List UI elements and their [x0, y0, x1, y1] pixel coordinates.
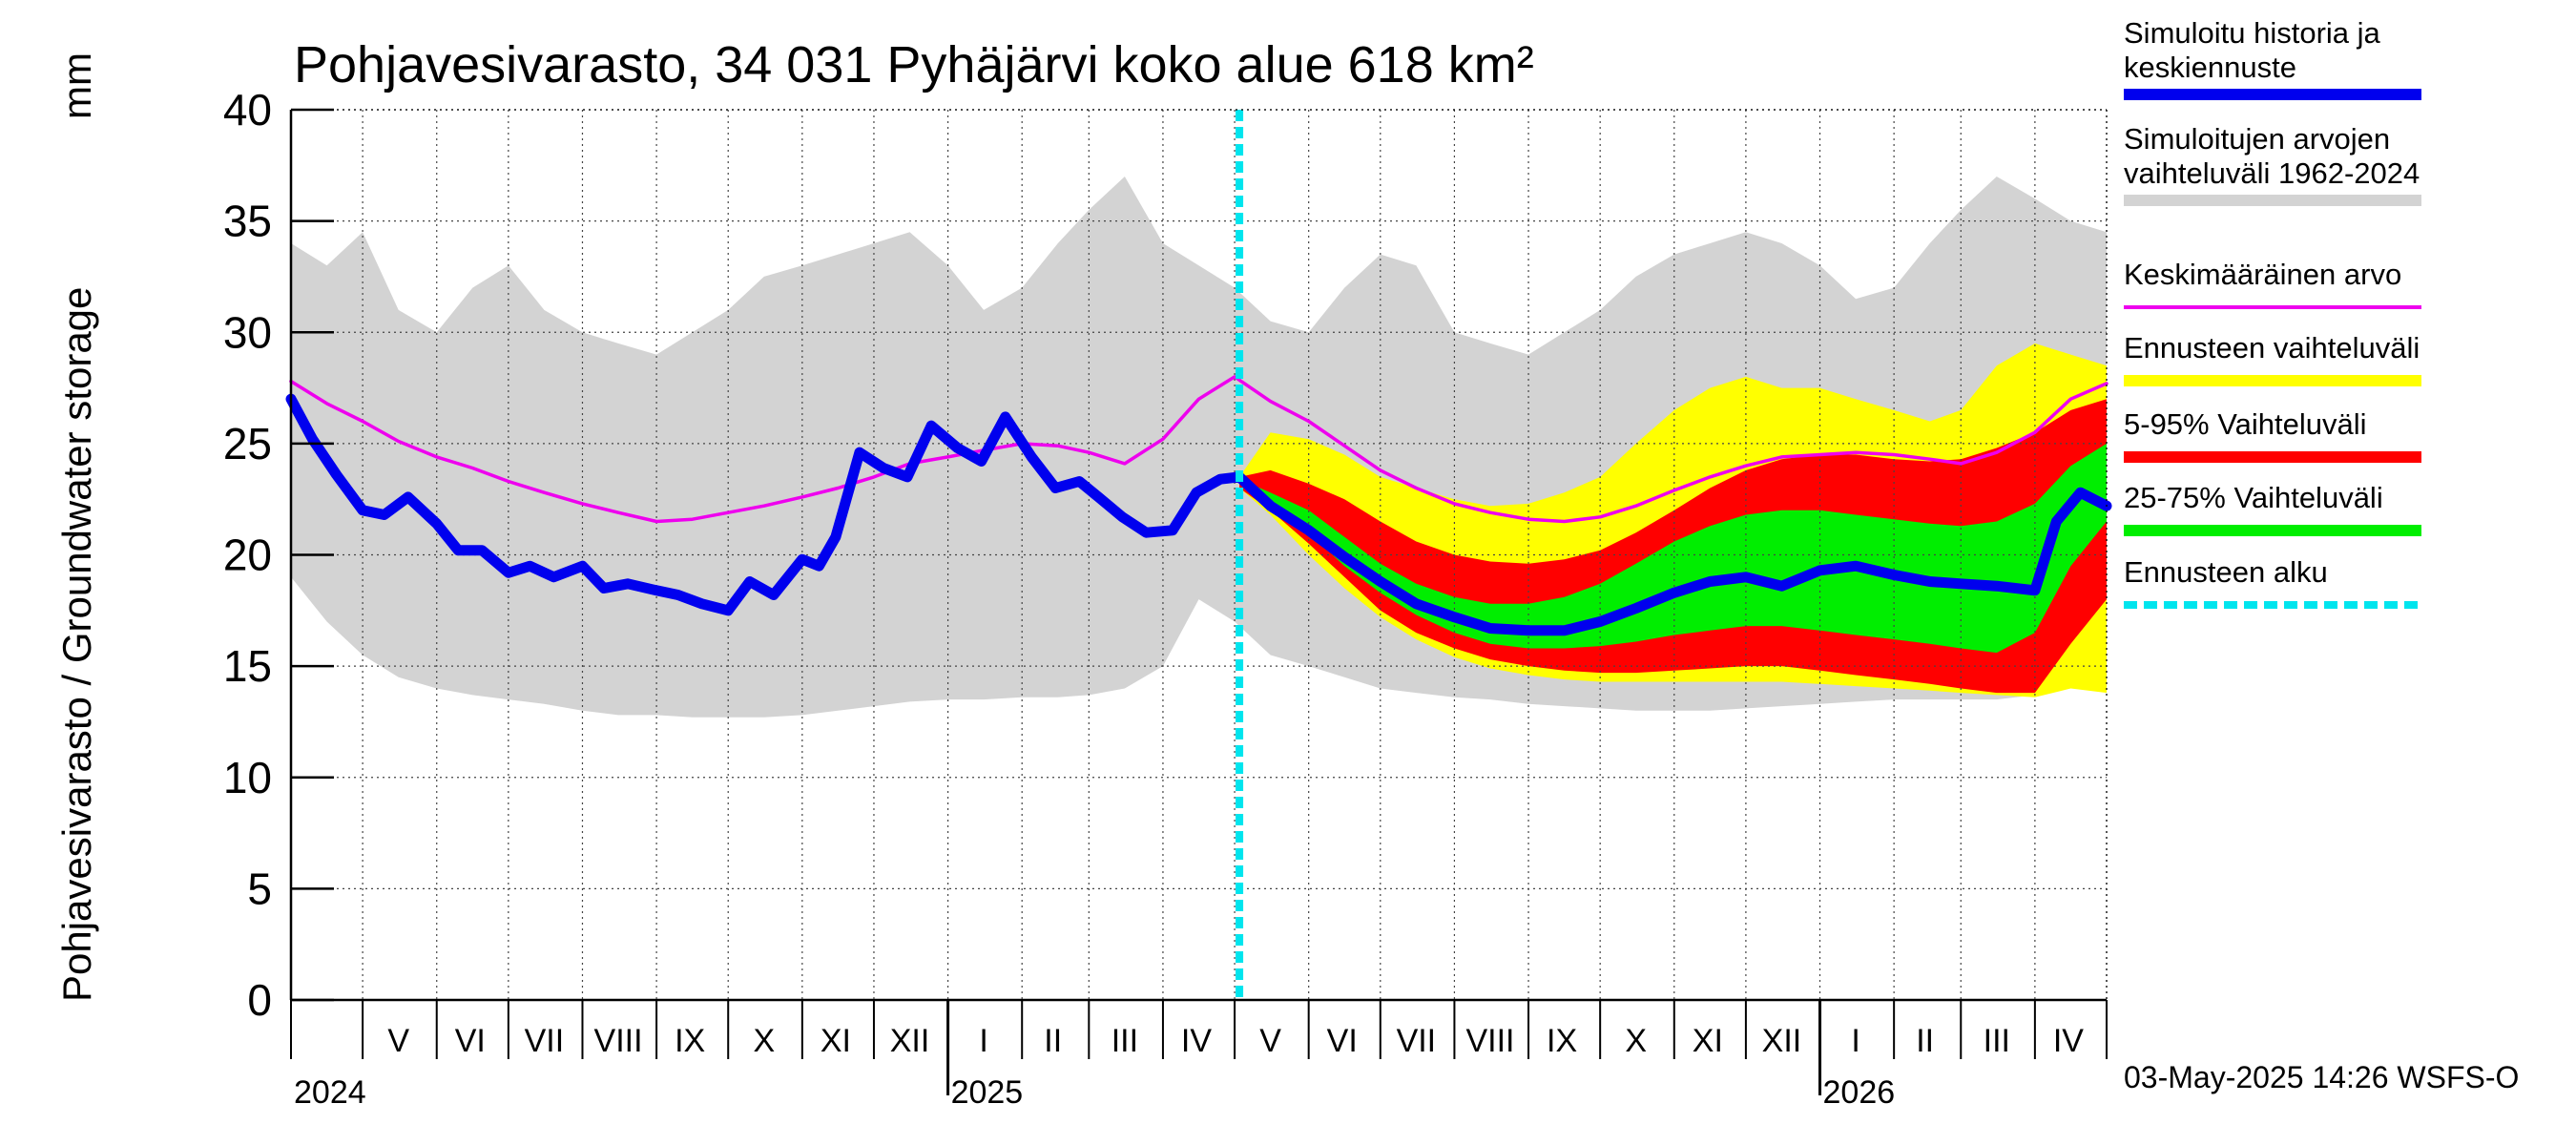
- month-label: V: [387, 1023, 409, 1059]
- legend-item: Ennusteen alku: [2124, 555, 2421, 609]
- legend-item: Ennusteen vaihteluväli: [2124, 331, 2421, 386]
- legend-item: Keskimääräinen arvo: [2124, 258, 2421, 309]
- month-label: IV: [2053, 1023, 2084, 1059]
- year-label: 2026: [1823, 1074, 1896, 1111]
- month-label: III: [1111, 1023, 1138, 1059]
- month-label: XI: [1693, 1023, 1723, 1059]
- y-tick-label: 10: [223, 753, 272, 802]
- legend-item: 5-95% Vaihteluväli: [2124, 407, 2421, 463]
- month-label: VI: [1327, 1023, 1358, 1059]
- legend-label: 25-75% Vaihteluväli: [2124, 481, 2383, 514]
- lines-layer: [285, 110, 2112, 1000]
- month-label: XII: [890, 1023, 930, 1059]
- month-label: IX: [1547, 1023, 1577, 1059]
- y-tick-label: 15: [223, 641, 272, 691]
- axes-layer: [289, 108, 2108, 1095]
- month-label: VII: [525, 1023, 565, 1059]
- legend-label: Simuloitujen arvojen: [2124, 122, 2390, 156]
- legend-label: vaihteluväli 1962-2024: [2124, 156, 2420, 190]
- month-label: X: [753, 1023, 775, 1059]
- y-tick-label: 25: [223, 419, 272, 468]
- legend: Simuloitu historia jakeskiennusteSimuloi…: [2124, 16, 2421, 609]
- legend-label: Simuloitu historia ja: [2124, 16, 2381, 50]
- month-label: VII: [1397, 1023, 1437, 1059]
- month-label: VIII: [594, 1023, 643, 1059]
- y-tick-label: 35: [223, 197, 272, 246]
- year-label: 2024: [294, 1074, 366, 1111]
- p25-75-band: [1239, 443, 2107, 654]
- month-label: V: [1259, 1023, 1281, 1059]
- mean-line: [289, 375, 2109, 524]
- month-label: IX: [675, 1023, 705, 1059]
- y-axis-label: Pohjavesivarasto / Groundwater storage: [54, 287, 99, 1002]
- chart-title: Pohjavesivarasto, 34 031 Pyhäjärvi koko …: [294, 36, 1534, 94]
- y-axis-unit: mm: [54, 52, 99, 119]
- legend-label: Ennusteen alku: [2124, 555, 2328, 589]
- legend-label: Ennusteen vaihteluväli: [2124, 331, 2420, 364]
- bands-layer: [291, 177, 2107, 718]
- y-tick-label: 5: [247, 864, 272, 913]
- month-label: II: [1916, 1023, 1934, 1059]
- year-label: 2025: [951, 1074, 1024, 1111]
- legend-label: keskiennuste: [2124, 51, 2296, 84]
- legend-item: 25-75% Vaihteluväli: [2124, 481, 2421, 536]
- month-label: IV: [1181, 1023, 1212, 1059]
- month-label: III: [1984, 1023, 2010, 1059]
- month-label: VIII: [1465, 1023, 1514, 1059]
- legend-label: 5-95% Vaihteluväli: [2124, 407, 2366, 441]
- y-tick-label: 40: [223, 85, 272, 135]
- month-label: X: [1625, 1023, 1647, 1059]
- timestamp: 03-May-2025 14:26 WSFS-O: [2124, 1060, 2519, 1094]
- month-label: VI: [455, 1023, 486, 1059]
- month-label: I: [1851, 1023, 1859, 1059]
- legend-label: Keskimääräinen arvo: [2124, 258, 2401, 291]
- month-label: XII: [1762, 1023, 1802, 1059]
- month-label: II: [1044, 1023, 1062, 1059]
- month-label: XI: [821, 1023, 851, 1059]
- history-line: [285, 393, 2112, 636]
- y-tick-label: 20: [223, 531, 272, 580]
- month-label: I: [979, 1023, 987, 1059]
- y-tick-label: 0: [247, 975, 272, 1025]
- y-tick-label: 30: [223, 307, 272, 357]
